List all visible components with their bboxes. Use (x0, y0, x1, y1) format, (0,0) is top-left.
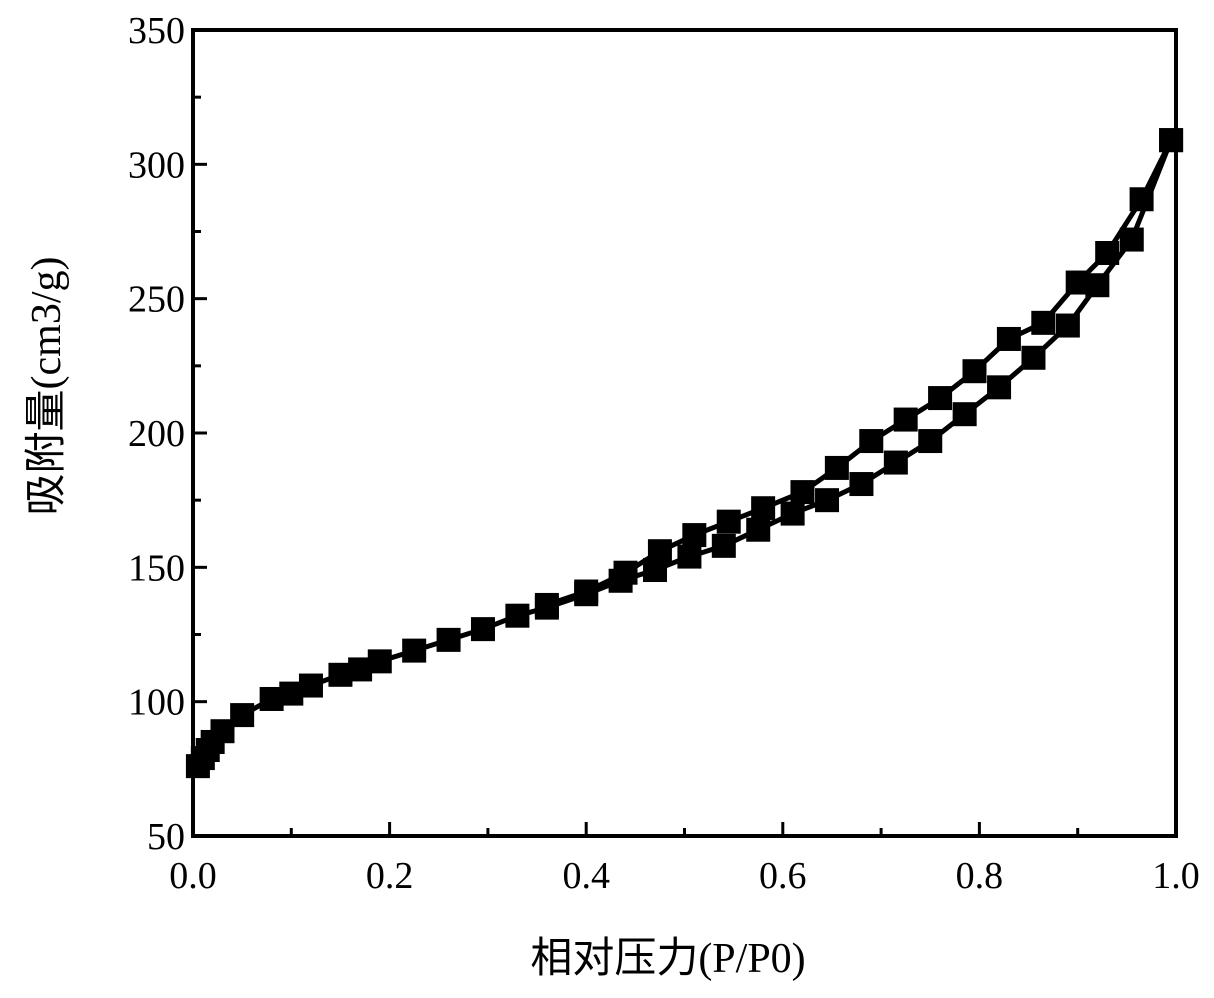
series-2-point (1130, 187, 1154, 211)
series-1-point (953, 402, 977, 426)
plot-frame (193, 30, 1176, 836)
y-tick-label: 150 (128, 547, 185, 589)
series-1-point (918, 429, 942, 453)
series-2-point (825, 456, 849, 480)
series-1-point (884, 451, 908, 475)
series-2-point (717, 510, 741, 534)
series-2-point (648, 539, 672, 563)
series-1-point (505, 604, 529, 628)
series-1-point (849, 472, 873, 496)
series-1-point (437, 628, 461, 652)
y-tick-label: 200 (128, 413, 185, 455)
series-2-point (1066, 271, 1090, 295)
series-1-point (815, 488, 839, 512)
series-2-point (859, 429, 883, 453)
series-1-point (712, 534, 736, 558)
series-1-point (402, 639, 426, 663)
x-tick-label: 0.2 (366, 855, 414, 897)
series-1-point (230, 703, 254, 727)
x-tick-label: 0.6 (759, 855, 807, 897)
series-2-point (614, 561, 638, 585)
series-1-point (1021, 346, 1045, 370)
y-tick-label: 250 (128, 279, 185, 321)
series-2-point (1031, 311, 1055, 335)
series-1-point (677, 545, 701, 569)
x-axis-label: 相对压力(P/P0) (530, 936, 805, 982)
y-tick-label: 100 (128, 682, 185, 724)
series-1-point (471, 617, 495, 641)
series-markers (186, 128, 1183, 778)
x-tick-label: 0.8 (956, 855, 1004, 897)
series-2-point (535, 593, 559, 617)
x-tick-label: 1.0 (1152, 855, 1200, 897)
y-tick-label: 300 (128, 144, 185, 186)
series-1-point (1056, 314, 1080, 338)
series-2-point (962, 359, 986, 383)
series-2-point (928, 386, 952, 410)
series-2-point (682, 523, 706, 547)
x-axis-ticks: 0.0 0.2 0.4 0.6 0.8 1.0 (169, 822, 1200, 897)
series-1-point (299, 674, 323, 698)
series-2-point (751, 496, 775, 520)
x-tick-label: 0.4 (562, 855, 610, 897)
y-tick-label: 350 (128, 10, 185, 52)
series-2-line (547, 140, 1171, 605)
y-axis-label: 吸附量(cm3/g) (24, 257, 70, 516)
series-2-point (1159, 128, 1183, 152)
y-axis-ticks: 50 100 150 200 250 300 350 (128, 10, 207, 858)
x-tick-label: 0.0 (169, 855, 217, 897)
series-1-point (987, 375, 1011, 399)
series-1-point (1120, 228, 1144, 252)
series-1-point (781, 502, 805, 526)
series-1-point (746, 518, 770, 542)
series-2-point (1095, 241, 1119, 265)
series-2-point (790, 480, 814, 504)
series-2-point (574, 580, 598, 604)
series-2-point (894, 408, 918, 432)
series-2-point (997, 327, 1021, 351)
series-1-point (368, 649, 392, 673)
y-tick-label: 50 (147, 816, 185, 858)
